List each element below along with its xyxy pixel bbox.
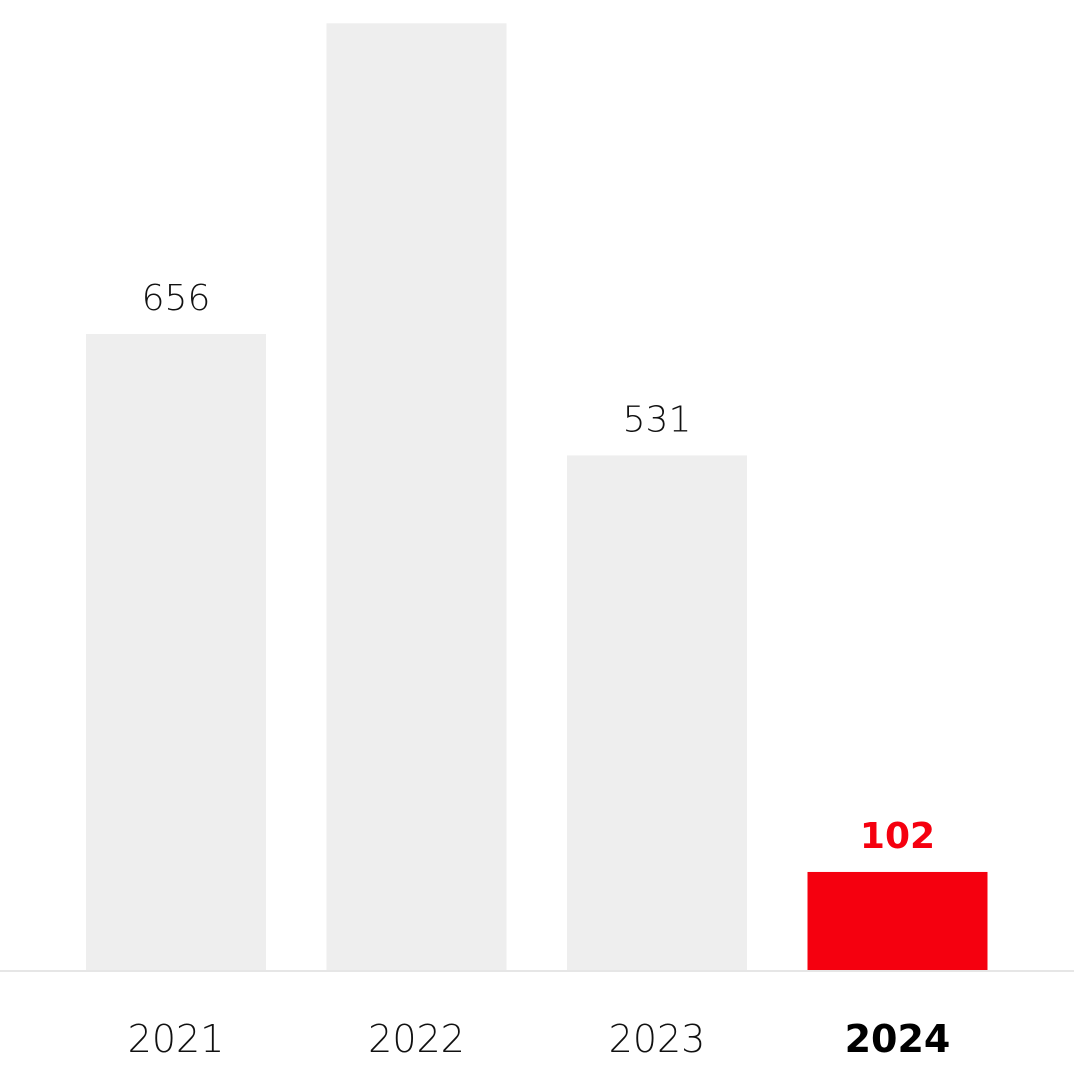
- value-label-2022: 976: [382, 0, 451, 8]
- x-tick-labels-layer: 2021 2022 2023 2024: [128, 1017, 951, 1061]
- x-tick-label-2024: 2024: [845, 1017, 951, 1061]
- bar-2021: [86, 334, 266, 971]
- bars-layer: [86, 23, 988, 972]
- value-labels-layer: 656 976 531 102: [142, 0, 935, 857]
- bar-2022: [326, 23, 507, 971]
- x-tick-label-2023: 2023: [609, 1017, 706, 1061]
- value-label-2024: 102: [860, 816, 935, 857]
- bar-2024: [807, 871, 988, 972]
- value-label-2023: 531: [623, 399, 692, 440]
- x-tick-label-2022: 2022: [368, 1017, 465, 1061]
- value-label-2021: 656: [142, 278, 211, 319]
- x-tick-label-2021: 2021: [128, 1017, 225, 1061]
- bar-2023: [567, 455, 747, 971]
